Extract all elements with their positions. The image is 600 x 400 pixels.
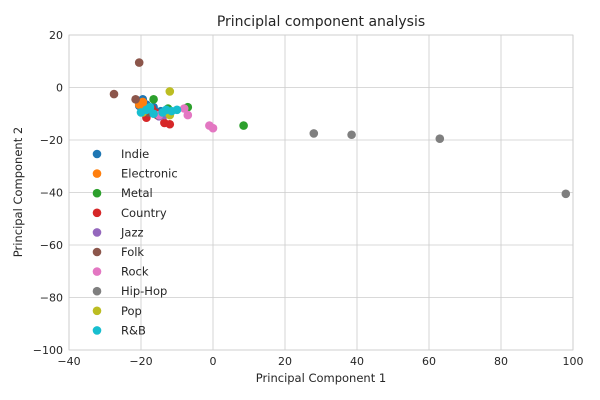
plot-frame xyxy=(68,34,574,351)
point-hip-hop xyxy=(347,130,356,140)
x-tick-label: 0 xyxy=(210,355,217,368)
grid-lines xyxy=(68,34,574,351)
point-r-b xyxy=(149,109,158,119)
x-tick-label: 40 xyxy=(350,355,364,368)
legend: Indie Electronic Metal Country Jazz Folk Rock H… xyxy=(92,147,178,337)
legend-label-r-b: R&B xyxy=(121,323,146,337)
point-rock xyxy=(179,104,189,113)
legend-marker-indie xyxy=(92,149,102,159)
legend-marker-metal xyxy=(92,188,102,198)
point-hip-hop xyxy=(561,189,571,199)
legend-marker-folk xyxy=(92,247,102,257)
legend-marker-rock xyxy=(92,267,102,276)
y-tick-label: −100 xyxy=(33,344,63,357)
point-folk xyxy=(109,89,119,99)
y-tick-label: −80 xyxy=(40,292,63,305)
y-tick-label: −40 xyxy=(40,187,63,200)
point-folk xyxy=(131,95,140,104)
legend-label-metal: Metal xyxy=(121,186,153,200)
legend-label-jazz: Jazz xyxy=(120,225,144,239)
chart-title: Principlal component analysis xyxy=(217,14,425,30)
legend-label-folk: Folk xyxy=(121,245,144,259)
y-axis-label: Principal Component 2 xyxy=(11,127,25,257)
point-pop xyxy=(165,87,175,96)
legend-label-indie: Indie xyxy=(121,147,149,161)
x-tick-label: 100 xyxy=(563,355,584,368)
legend-marker-jazz xyxy=(92,228,102,237)
legend-label-country: Country xyxy=(121,206,167,220)
legend-marker-hip-hop xyxy=(92,286,102,296)
point-r-b xyxy=(158,108,167,117)
legend-marker-electronic xyxy=(92,169,102,178)
legend-label-pop: Pop xyxy=(121,304,142,318)
point-hip-hop xyxy=(309,129,319,138)
x-tick-labels: −40 −20 0 20 40 60 80 100 xyxy=(57,355,583,368)
point-rock xyxy=(183,110,193,120)
legend-marker-r-b xyxy=(92,326,102,335)
y-tick-label: 20 xyxy=(49,29,63,42)
legend-label-electronic: Electronic xyxy=(121,167,178,181)
x-tick-label: 60 xyxy=(422,355,436,368)
x-axis-label: Principal Component 1 xyxy=(256,371,386,385)
y-tick-label: −20 xyxy=(40,134,63,147)
data-points xyxy=(109,58,571,199)
point-rock xyxy=(208,123,218,133)
legend-label-rock: Rock xyxy=(121,265,149,279)
legend-marker-country xyxy=(92,208,102,218)
x-tick-label: −40 xyxy=(57,355,80,368)
point-metal xyxy=(239,121,248,130)
point-r-b xyxy=(145,102,155,112)
y-tick-label: 0 xyxy=(56,82,63,95)
x-tick-label: −20 xyxy=(129,355,152,368)
point-country xyxy=(165,119,175,129)
y-tick-label: −60 xyxy=(40,239,63,252)
point-metal xyxy=(149,95,158,104)
x-tick-label: 80 xyxy=(494,355,508,368)
point-folk xyxy=(134,58,144,67)
point-r-b xyxy=(172,105,182,115)
legend-marker-pop xyxy=(92,306,102,316)
point-hip-hop xyxy=(435,134,445,143)
y-tick-labels: −100 −80 −60 −40 −20 0 20 xyxy=(33,29,63,357)
x-tick-label: 20 xyxy=(278,355,292,368)
legend-label-hip-hop: Hip-Hop xyxy=(121,284,167,298)
